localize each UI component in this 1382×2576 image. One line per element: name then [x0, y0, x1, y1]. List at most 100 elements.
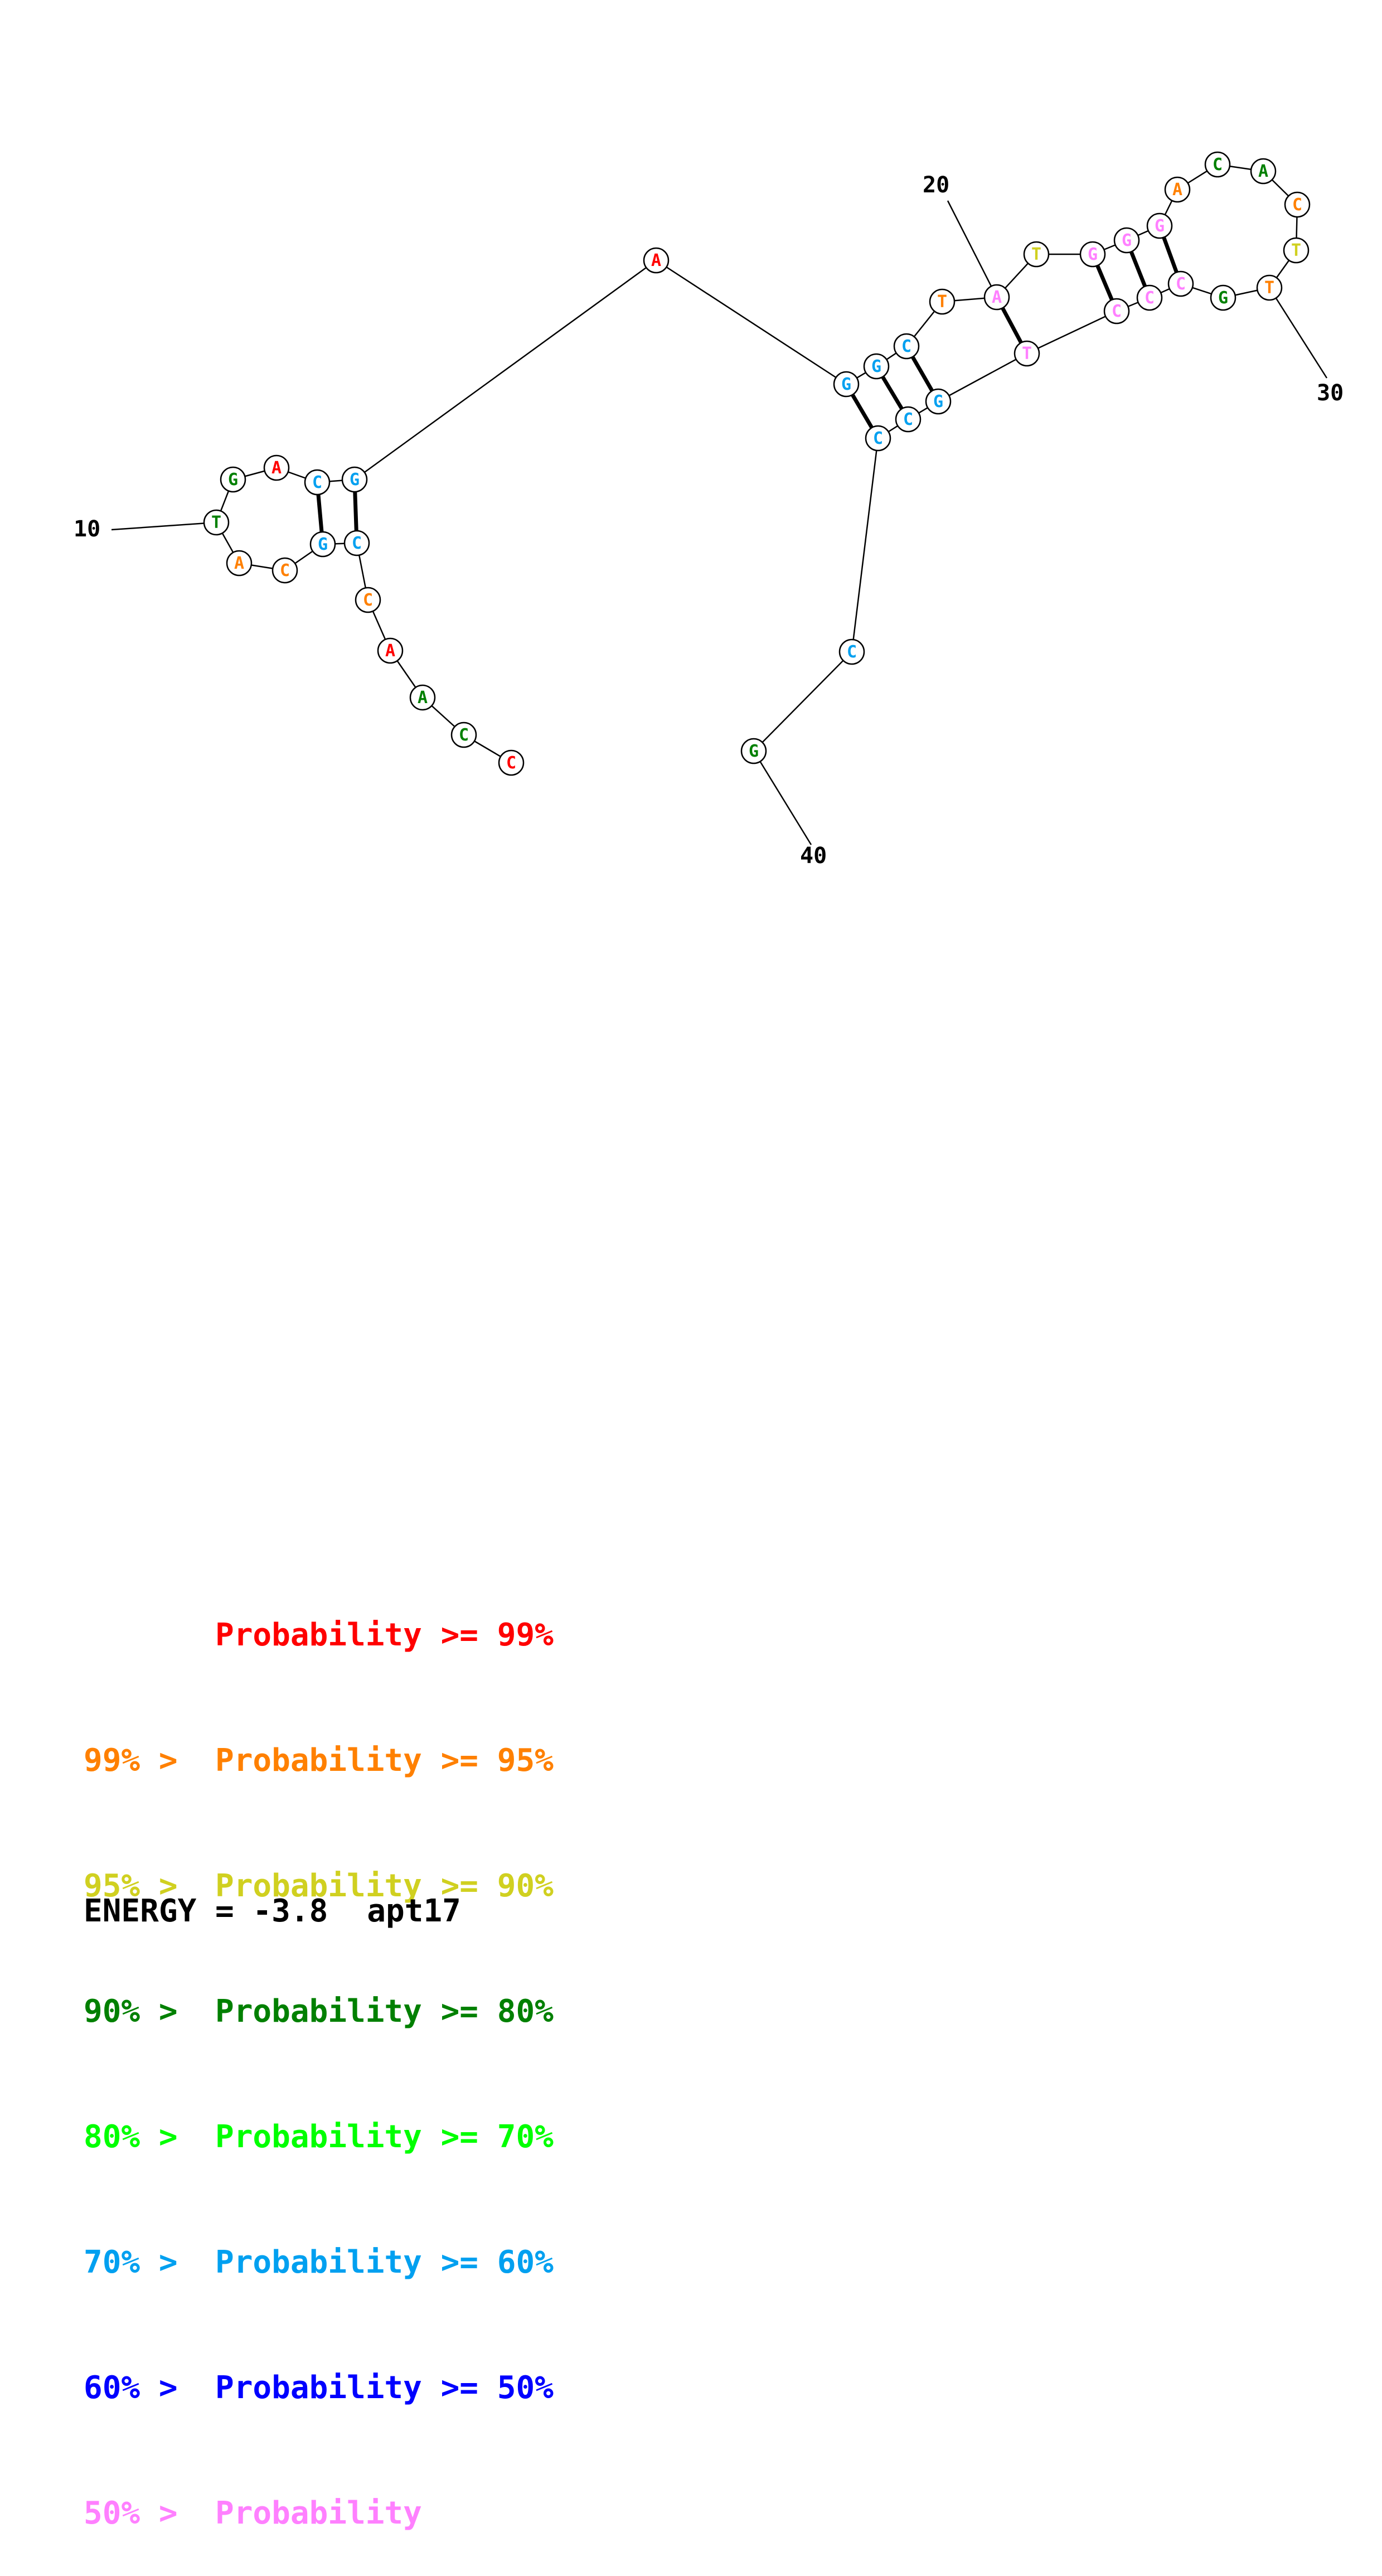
legend-row: 60% > Probability >= 50%	[84, 2367, 554, 2409]
nucleotide: T	[203, 509, 230, 536]
nucleotide-letter: G	[1155, 216, 1165, 236]
nucleotide-letter: C	[459, 725, 469, 745]
nucleotide: T	[1283, 237, 1310, 264]
legend-label: Probability >= 80%	[215, 1993, 554, 2030]
backbone-segment	[753, 651, 852, 752]
nucleotide: T	[929, 288, 956, 315]
nucleotide: G	[1079, 241, 1106, 268]
probability-legend: Probability >= 99% 99% > Probability >= …	[84, 1531, 554, 2576]
nucleotide-circle	[409, 684, 436, 711]
nucleotide-letter: A	[418, 688, 428, 708]
nucleotide-circle	[309, 531, 336, 558]
legend-label: Probability >= 95%	[215, 1742, 554, 1779]
position-tick-lines	[111, 200, 1328, 845]
nucleotide-circle	[833, 371, 860, 398]
nucleotide: C	[1103, 298, 1130, 325]
legend-row: 70% > Probability >= 60%	[84, 2241, 554, 2283]
nucleotide: G	[1113, 227, 1140, 254]
backbone-segment	[851, 438, 879, 652]
backbone-segment	[1026, 310, 1117, 355]
position-label-30: 30	[1317, 380, 1344, 406]
backbone-segment	[938, 352, 1027, 403]
nucleotide-letter: C	[1145, 288, 1155, 308]
nucleotide-letter: A	[385, 641, 395, 661]
energy-value: -3.8	[253, 1893, 328, 1929]
nucleotide: C	[271, 557, 298, 584]
nucleotide: A	[643, 247, 670, 274]
nucleotide-letter: C	[363, 590, 373, 610]
nucleotide: C	[838, 638, 865, 665]
legend-label: Probability >= 60%	[215, 2244, 554, 2280]
nucleotide: G	[341, 466, 368, 493]
nucleotide-circle	[304, 469, 331, 496]
legend-prefix: 80% >	[84, 2119, 197, 2155]
nucleotide-letter: G	[933, 392, 943, 411]
nucleotide-letter: C	[873, 429, 883, 448]
nucleotide-circle	[863, 353, 890, 380]
nucleotide-circle	[1167, 270, 1194, 297]
nucleotide-circle	[865, 425, 891, 452]
nucleotide-circle	[1283, 237, 1310, 264]
legend-row: 99% > Probability >= 95%	[84, 1740, 554, 1781]
nucleotide-circle	[1014, 340, 1040, 367]
nucleotide-letter: C	[1112, 302, 1122, 321]
nucleotide-circle	[1256, 274, 1283, 301]
legend-row: 90% > Probability >= 80%	[84, 1991, 554, 2032]
nucleotide: A	[263, 454, 290, 481]
base-pair-bonds	[315, 225, 1183, 545]
position-label-10: 10	[74, 516, 100, 542]
nucleotide: C	[498, 749, 525, 776]
nucleotide-letter: T	[1031, 245, 1041, 264]
nucleotide-letter: C	[312, 473, 322, 492]
nucleotide: A	[1250, 158, 1277, 185]
energy-label: ENERGY =	[84, 1893, 253, 1929]
legend-prefix: 99% >	[84, 1742, 197, 1779]
nucleotide-letter: G	[1088, 245, 1098, 264]
nucleotide-circle	[643, 247, 670, 274]
nucleotide-circle	[271, 557, 298, 584]
nucleotide: T	[1256, 274, 1283, 301]
nucleotide-circle	[838, 638, 865, 665]
nucleotide-letter: G	[228, 470, 238, 490]
nucleotide: C	[450, 722, 477, 748]
legend-prefix: 70% >	[84, 2244, 197, 2280]
nucleotide: G	[309, 531, 336, 558]
nucleotide-circle	[450, 722, 477, 748]
nucleotide: A	[409, 684, 436, 711]
nucleotide-circle	[740, 738, 767, 764]
nucleotide-circle	[1210, 284, 1236, 311]
nucleotide-letter: C	[506, 753, 516, 773]
nucleotide: G	[833, 371, 860, 398]
legend-label: Probability	[215, 2495, 422, 2531]
legend-row: 95% > Probability >= 90%	[84, 1865, 554, 1907]
nucleotide: C	[355, 587, 381, 613]
nucleotide-letter: C	[847, 642, 857, 662]
nucleotide: G	[863, 353, 890, 380]
nucleotide-circle	[220, 466, 246, 493]
nucleotide: C	[1167, 270, 1194, 297]
nucleotide-letter: C	[901, 337, 911, 356]
nucleotide-letter: T	[1291, 241, 1301, 260]
backbone-segment	[354, 259, 657, 481]
nucleotide-circle	[929, 288, 956, 315]
position-label-40: 40	[800, 843, 827, 869]
nucleotide-circle	[925, 388, 952, 415]
backbone-segment	[656, 259, 847, 385]
nucleotide: G	[220, 466, 246, 493]
nucleotide: C	[865, 425, 891, 452]
nucleotide: C	[895, 406, 922, 433]
nucleotide-letter: A	[651, 251, 661, 270]
nucleotide: T	[1023, 241, 1050, 268]
position-tick	[947, 200, 998, 298]
legend-prefix: 95% >	[84, 1868, 197, 1904]
nucleotide: A	[377, 637, 404, 664]
nucleotide: C	[1284, 191, 1311, 218]
legend-row: 50% > Probability	[84, 2492, 554, 2534]
nucleotide: G	[740, 738, 767, 764]
nucleotide: C	[1136, 284, 1163, 311]
nucleotide-circle	[498, 749, 525, 776]
nucleotide-letter: C	[903, 410, 913, 429]
legend-row: 80% > Probability >= 70%	[84, 2116, 554, 2158]
